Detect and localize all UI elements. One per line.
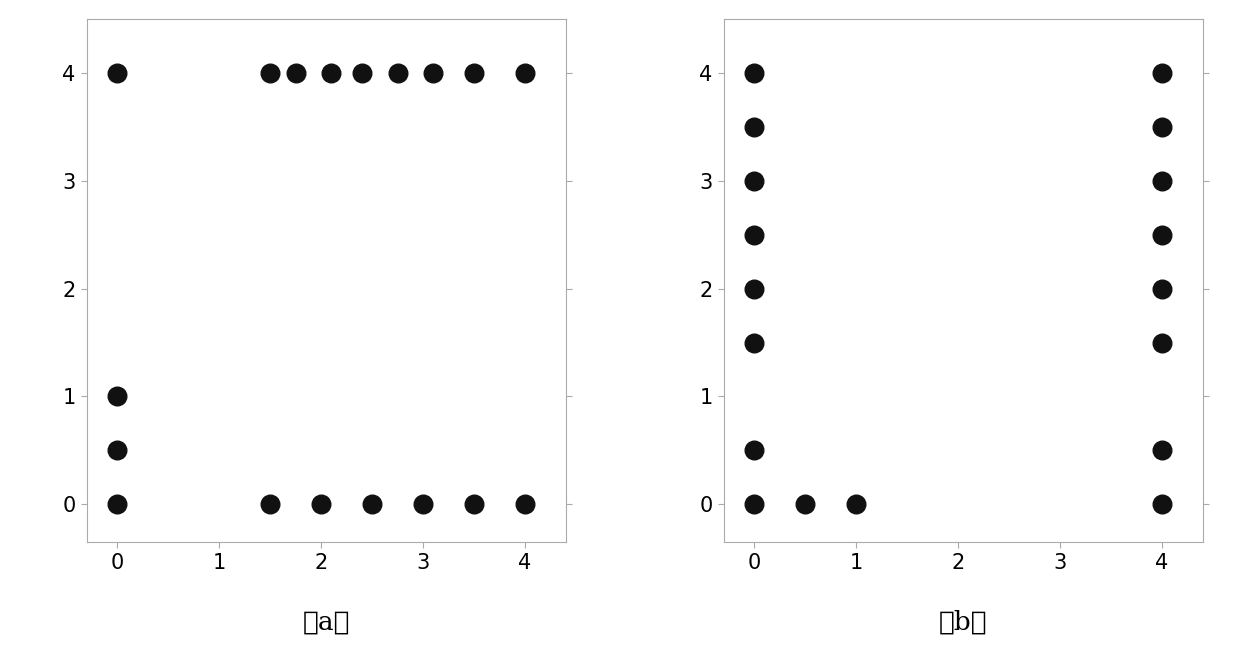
Point [464,499,484,510]
Point [285,68,305,79]
Point [108,392,128,402]
Point [1152,230,1172,240]
Point [108,445,128,455]
Point [744,337,764,348]
Point [744,68,764,79]
Point [413,499,433,510]
Text: （a）: （a） [303,610,350,635]
Point [311,499,331,510]
Point [108,499,128,510]
Point [423,68,443,79]
Point [744,284,764,294]
Point [1152,337,1172,348]
Point [352,68,372,79]
Point [1152,68,1172,79]
Point [260,499,280,510]
Point [108,68,128,79]
Point [744,176,764,186]
Point [515,499,534,510]
Point [1152,284,1172,294]
Point [321,68,341,79]
Point [744,122,764,132]
Text: （b）: （b） [939,610,987,635]
Point [1152,445,1172,455]
Point [744,445,764,455]
Point [847,499,867,510]
Point [744,230,764,240]
Point [795,499,815,510]
Point [388,68,408,79]
Point [515,68,534,79]
Point [1152,499,1172,510]
Point [744,499,764,510]
Point [464,68,484,79]
Point [1152,122,1172,132]
Point [260,68,280,79]
Point [362,499,382,510]
Point [1152,176,1172,186]
